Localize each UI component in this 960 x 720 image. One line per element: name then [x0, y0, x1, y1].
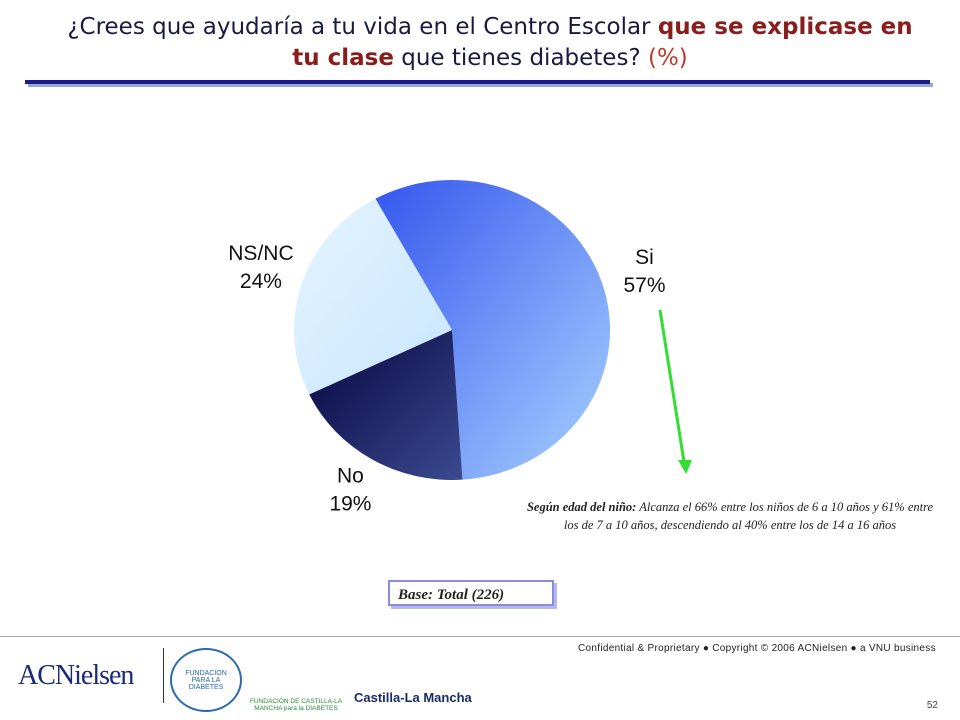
- pie-slice: [375, 180, 610, 480]
- note: Según edad del niño: Alcanza el 66% entr…: [520, 498, 940, 534]
- note-text: Alcanza el 66% entre los niños de 6 a 10…: [563, 500, 934, 532]
- arrow: [658, 309, 686, 463]
- note-lead: Según edad del niño:: [526, 500, 637, 514]
- title-emphasis: que se explicase en tu clase: [292, 14, 913, 71]
- separator: [163, 648, 164, 703]
- arrow-head: [678, 460, 692, 474]
- base-box: Base: Total (226): [388, 580, 554, 606]
- logo-castilla: Castilla-La Mancha: [354, 690, 472, 705]
- logo-acnielsen: ACNielsen: [18, 660, 134, 691]
- slide-title: ¿Crees que ayudaría a tu vida en el Cent…: [50, 12, 930, 74]
- slice-label: No: [337, 464, 364, 487]
- pie-slice: [293, 198, 452, 395]
- title-text: ¿Crees que ayudaría a tu vida en el Cent…: [67, 14, 651, 40]
- logo-fundacion-clm: FUNDACIÓN DE CASTILLA-LA MANCHA para la …: [249, 698, 343, 712]
- title-unit: (%): [647, 45, 688, 71]
- slice-label: Si: [635, 246, 654, 269]
- slice-value: 57%: [623, 274, 665, 297]
- title-text: que tienes diabetes?: [401, 45, 641, 71]
- page-number: 52: [926, 700, 938, 711]
- logo-fundacion: FUNDACION PARA LA DIABETES: [170, 648, 242, 712]
- confidential: Confidential & Proprietary ● Copyright ©…: [578, 643, 936, 654]
- footer-line: [0, 636, 960, 637]
- slice-value: 24%: [240, 270, 282, 293]
- title-rule: [25, 80, 930, 84]
- slice-value: 19%: [329, 492, 371, 515]
- slice-label: NS/NC: [228, 242, 293, 265]
- pie-slice: [309, 330, 463, 480]
